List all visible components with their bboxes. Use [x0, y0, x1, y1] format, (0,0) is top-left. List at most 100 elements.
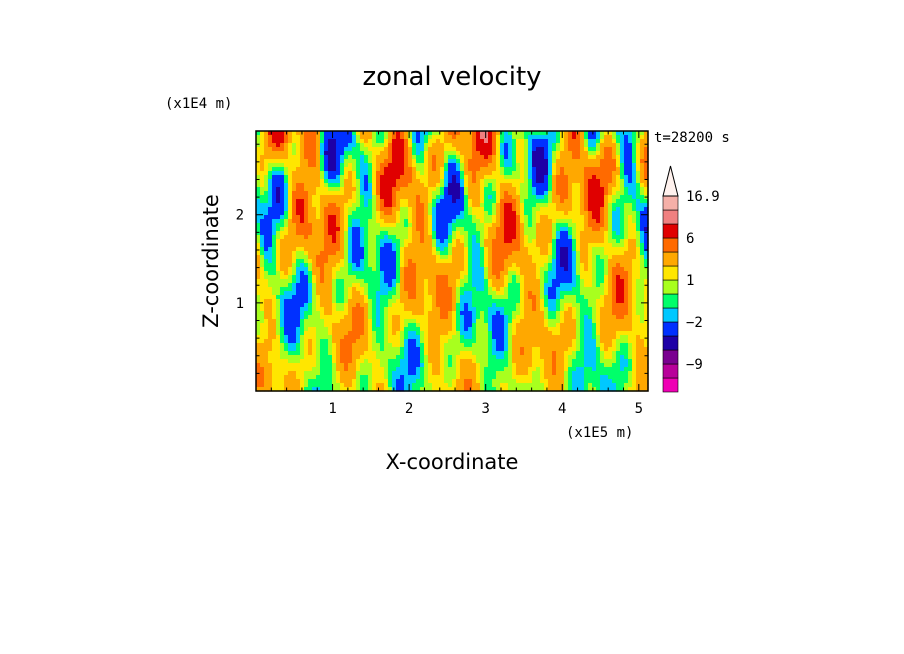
field-cell	[560, 323, 565, 328]
field-cell	[380, 171, 385, 176]
field-cell	[476, 299, 481, 304]
field-cell	[264, 271, 269, 276]
field-cell	[428, 191, 433, 196]
field-cell	[636, 307, 641, 312]
field-cell	[368, 303, 373, 308]
field-cell	[296, 183, 301, 188]
field-cell	[284, 215, 289, 220]
field-cell	[340, 155, 345, 160]
field-cell	[408, 187, 413, 192]
field-cell	[544, 207, 549, 212]
field-cell	[496, 207, 501, 212]
field-cell	[576, 331, 581, 336]
field-cell	[516, 263, 521, 268]
field-cell	[280, 219, 285, 224]
field-cell	[256, 323, 261, 328]
field-cell	[452, 291, 457, 296]
field-cell	[520, 271, 525, 276]
field-cell	[380, 327, 385, 332]
field-cell	[564, 327, 569, 332]
field-cell	[528, 131, 533, 136]
field-cell	[364, 203, 369, 208]
field-cell	[448, 315, 453, 320]
field-cell	[340, 295, 345, 300]
field-cell	[484, 251, 489, 256]
field-cell	[396, 135, 401, 140]
field-cell	[568, 223, 573, 228]
field-cell	[444, 311, 449, 316]
field-cell	[260, 271, 265, 276]
field-cell	[296, 323, 301, 328]
field-cell	[400, 259, 405, 264]
field-cell	[424, 155, 429, 160]
field-cell	[464, 235, 469, 240]
field-cell	[604, 179, 609, 184]
field-cell	[392, 275, 397, 280]
field-cell	[460, 167, 465, 172]
field-cell	[388, 299, 393, 304]
field-cell	[384, 283, 389, 288]
field-cell	[640, 207, 645, 212]
field-cell	[436, 175, 441, 180]
field-cell	[388, 219, 393, 224]
field-cell	[312, 179, 317, 184]
field-cell	[432, 287, 437, 292]
field-cell	[384, 319, 389, 324]
field-cell	[556, 267, 561, 272]
field-cell	[572, 231, 577, 236]
field-cell	[516, 331, 521, 336]
field-cell	[556, 203, 561, 208]
field-cell	[356, 139, 361, 144]
field-cell	[260, 183, 265, 188]
field-cell	[284, 183, 289, 188]
field-cell	[628, 167, 633, 172]
field-cell	[504, 171, 509, 176]
field-cell	[556, 299, 561, 304]
field-cell	[612, 307, 617, 312]
field-cell	[496, 323, 501, 328]
field-cell	[640, 147, 645, 152]
field-cell	[524, 255, 529, 260]
field-cell	[532, 243, 537, 248]
field-cell	[260, 179, 265, 184]
field-cell	[360, 203, 365, 208]
field-cell	[480, 143, 485, 148]
field-cell	[600, 203, 605, 208]
field-cell	[624, 231, 629, 236]
field-cell	[400, 323, 405, 328]
field-cell	[600, 307, 605, 312]
field-cell	[588, 243, 593, 248]
field-cell	[284, 319, 289, 324]
field-cell	[572, 263, 577, 268]
field-cell	[488, 283, 493, 288]
field-cell	[572, 271, 577, 276]
field-cell	[620, 183, 625, 188]
field-cell	[604, 215, 609, 220]
field-cell	[440, 243, 445, 248]
field-cell	[320, 247, 325, 252]
field-cell	[636, 259, 641, 264]
field-cell	[284, 227, 289, 232]
field-cell	[384, 167, 389, 172]
field-cell	[424, 163, 429, 168]
field-cell	[504, 183, 509, 188]
field-cell	[472, 227, 477, 232]
field-cell	[284, 299, 289, 304]
field-cell	[548, 295, 553, 300]
field-cell	[332, 227, 337, 232]
field-cell	[508, 323, 513, 328]
field-cell	[316, 203, 321, 208]
field-cell	[444, 215, 449, 220]
field-cell	[328, 311, 333, 316]
field-cell	[520, 179, 525, 184]
field-cell	[288, 275, 293, 280]
field-cell	[436, 239, 441, 244]
field-cell	[400, 267, 405, 272]
field-cell	[320, 311, 325, 316]
field-cell	[504, 167, 509, 172]
field-cell	[468, 235, 473, 240]
field-cell	[432, 263, 437, 268]
field-cell	[524, 135, 529, 140]
field-cell	[536, 199, 541, 204]
field-cell	[504, 163, 509, 168]
